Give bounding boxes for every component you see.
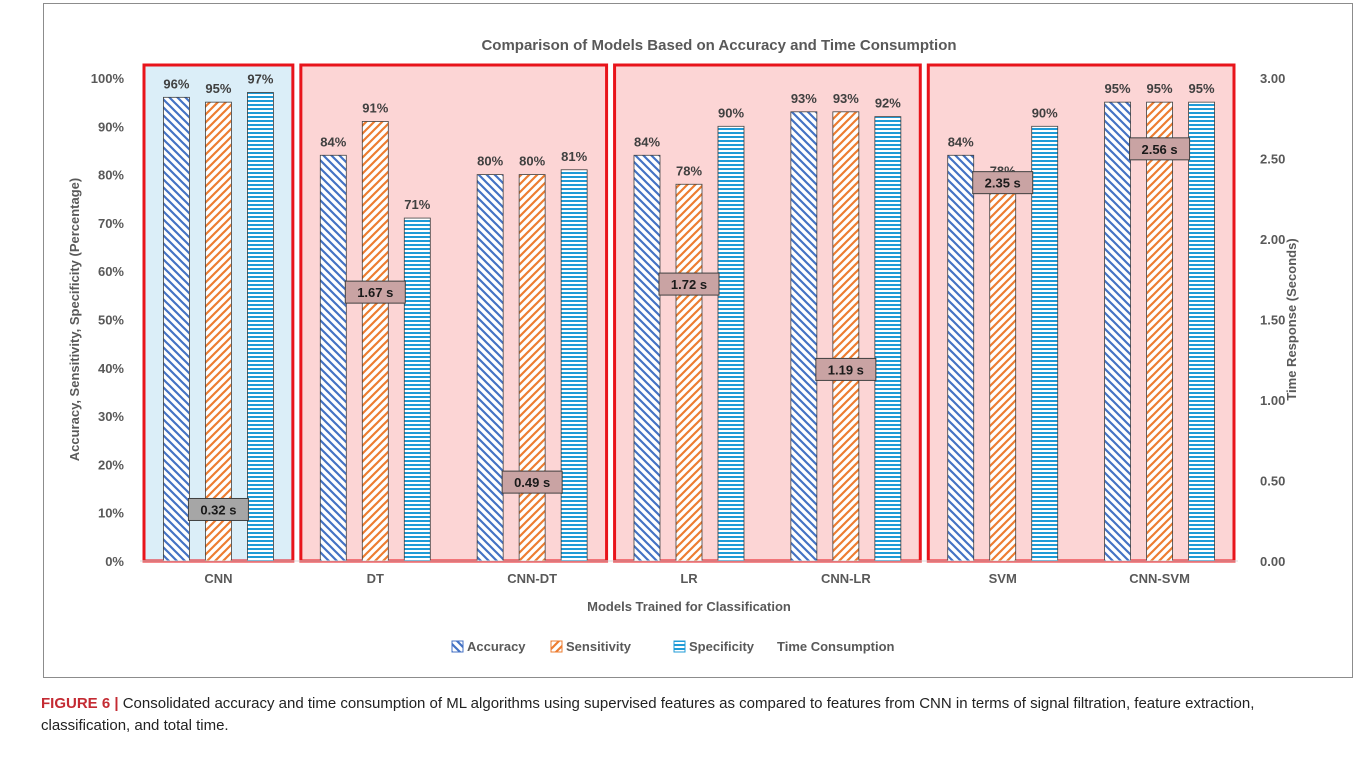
caption-label: FIGURE 6 | — [41, 695, 119, 712]
group-panel-2 — [615, 65, 921, 561]
bar-accuracy-cnn-lr — [791, 112, 817, 561]
y-tick-label: 50% — [98, 313, 124, 328]
data-label: 81% — [561, 149, 587, 164]
y-tick-label: 30% — [98, 409, 124, 424]
bar-accuracy-cnn-svm — [1105, 102, 1131, 561]
time-label: 1.72 s — [671, 277, 707, 292]
time-label: 0.32 s — [200, 502, 236, 517]
bar-accuracy-lr — [634, 155, 660, 561]
time-label: 2.35 s — [985, 176, 1021, 191]
bar-specificity-svm — [1032, 126, 1058, 561]
bar-accuracy-dt — [320, 155, 346, 561]
bar-specificity-cnn-svm — [1189, 102, 1215, 561]
bar-sensitivity-svm — [990, 184, 1016, 561]
bar-specificity-lr — [718, 126, 744, 561]
bar-accuracy-cnn-dt — [477, 175, 503, 561]
data-label: 78% — [676, 163, 702, 178]
y-tick-label: 0% — [105, 554, 124, 569]
data-label: 91% — [362, 100, 388, 115]
data-label: 90% — [718, 105, 744, 120]
data-label: 84% — [948, 134, 974, 149]
data-label: 71% — [404, 197, 430, 212]
bar-specificity-cnn-dt — [561, 170, 587, 561]
legend-swatch-sensitivity — [551, 641, 562, 652]
caption-text: Consolidated accuracy and time consumpti… — [41, 695, 1254, 734]
bar-sensitivity-lr — [676, 184, 702, 561]
x-tick-label: CNN-DT — [507, 571, 557, 586]
bar-accuracy-cnn — [163, 97, 189, 561]
legend-swatch-accuracy — [452, 641, 463, 652]
y2-tick-label: 2.00 — [1260, 232, 1285, 247]
y-tick-label: 10% — [98, 506, 124, 521]
data-label: 95% — [205, 81, 231, 96]
bar-sensitivity-cnn — [205, 102, 231, 561]
y2-tick-label: 3.00 — [1260, 71, 1285, 86]
bar-sensitivity-cnn-svm — [1147, 102, 1173, 561]
bar-sensitivity-cnn-lr — [833, 112, 859, 561]
data-label: 84% — [634, 134, 660, 149]
y2-tick-label: 1.50 — [1260, 313, 1285, 328]
y-tick-label: 80% — [98, 168, 124, 183]
y-axis-title: Accuracy, Sensitivity, Specificity (Perc… — [67, 178, 82, 461]
bar-specificity-cnn — [247, 92, 273, 561]
data-label: 92% — [875, 96, 901, 111]
legend-swatch-specificity — [674, 641, 685, 652]
bar-specificity-cnn-lr — [875, 117, 901, 561]
y2-tick-label: 1.00 — [1260, 393, 1285, 408]
time-label: 0.49 s — [514, 475, 550, 490]
x-tick-label: LR — [680, 571, 698, 586]
x-tick-label: CNN — [204, 571, 232, 586]
data-label: 96% — [163, 76, 189, 91]
legend-label-time: Time Consumption — [777, 639, 895, 654]
bar-specificity-dt — [404, 218, 430, 561]
data-label: 80% — [519, 154, 545, 169]
data-label: 95% — [1147, 81, 1173, 96]
y-tick-label: 100% — [91, 71, 125, 86]
data-label: 84% — [320, 134, 346, 149]
y2-tick-label: 0.00 — [1260, 554, 1285, 569]
y-tick-label: 90% — [98, 119, 124, 134]
data-label: 97% — [247, 71, 273, 86]
y-tick-label: 70% — [98, 216, 124, 231]
y2-axis-title: Time Response (Seconds) — [1284, 238, 1299, 400]
legend-label: Accuracy — [467, 639, 526, 654]
x-axis-title: Models Trained for Classification — [587, 599, 791, 614]
data-label: 95% — [1105, 81, 1131, 96]
data-label: 90% — [1032, 105, 1058, 120]
bar-accuracy-svm — [948, 155, 974, 561]
bar-sensitivity-cnn-dt — [519, 175, 545, 561]
y-tick-label: 60% — [98, 264, 124, 279]
y-tick-label: 40% — [98, 361, 124, 376]
y2-tick-label: 0.50 — [1260, 474, 1285, 489]
figure-caption: FIGURE 6 | Consolidated accuracy and tim… — [41, 693, 1331, 737]
legend-label: Sensitivity — [566, 639, 632, 654]
x-tick-label: CNN-LR — [821, 571, 871, 586]
y-tick-label: 20% — [98, 457, 124, 472]
data-label: 80% — [477, 154, 503, 169]
data-label: 93% — [833, 91, 859, 106]
bar-sensitivity-dt — [362, 121, 388, 561]
chart-title: Comparison of Models Based on Accuracy a… — [481, 37, 956, 54]
data-label: 93% — [791, 91, 817, 106]
y2-tick-label: 2.50 — [1260, 152, 1285, 167]
x-tick-label: CNN-SVM — [1129, 571, 1190, 586]
x-tick-label: DT — [367, 571, 384, 586]
time-label: 1.67 s — [357, 285, 393, 300]
time-label: 1.19 s — [828, 362, 864, 377]
x-tick-label: SVM — [989, 571, 1017, 586]
data-label: 95% — [1189, 81, 1215, 96]
time-label: 2.56 s — [1141, 142, 1177, 157]
legend-label: Specificity — [689, 639, 755, 654]
